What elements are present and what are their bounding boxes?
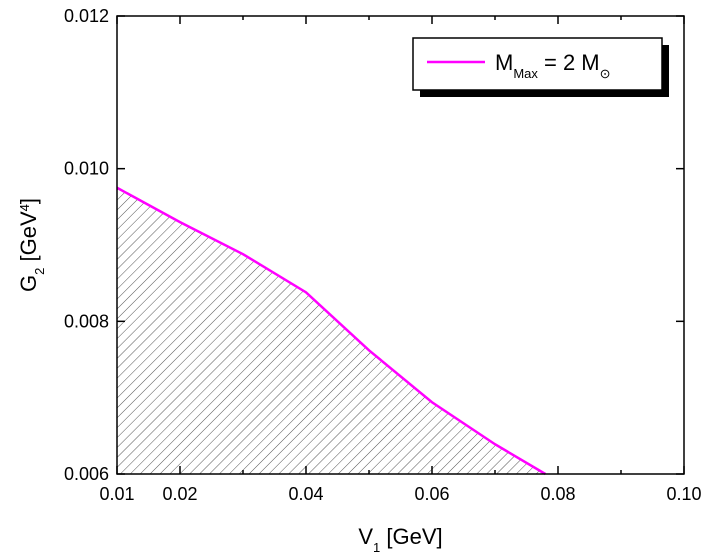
label-part: = 2 M xyxy=(538,50,600,75)
x-tick-label: 0.10 xyxy=(666,484,701,504)
legend-box xyxy=(412,37,663,91)
x-tick-label: 0.04 xyxy=(288,484,323,504)
label-part: [GeV xyxy=(16,211,41,268)
y-tick-label: 0.010 xyxy=(64,159,109,179)
label-part: G xyxy=(16,275,41,292)
y-axis-label: G2 [GeV4] xyxy=(16,198,47,292)
y-tick-label: 0.006 xyxy=(64,464,109,484)
y-tick-label: 0.008 xyxy=(64,311,109,331)
label-part: [GeV] xyxy=(380,524,442,549)
x-tick-label: 0.08 xyxy=(540,484,575,504)
label-part: V xyxy=(358,524,373,549)
legend-label: MMax = 2 M⊙ xyxy=(495,50,611,81)
label-part: 4 xyxy=(17,204,32,211)
label-part: ⊙ xyxy=(600,66,611,81)
label-part: Max xyxy=(513,66,538,81)
line xyxy=(116,186,547,476)
label-part: M xyxy=(495,50,513,75)
x-tick-label: 0.01 xyxy=(99,484,134,504)
plot-frame xyxy=(116,15,685,475)
x-axis-label: V1 [GeV] xyxy=(358,524,442,555)
hatched-area xyxy=(117,187,546,474)
label-part: ] xyxy=(16,198,41,204)
x-tick-label: 0.06 xyxy=(414,484,449,504)
x-tick-label: 0.02 xyxy=(162,484,197,504)
y-tick-label: 0.012 xyxy=(64,6,109,26)
label-part: 1 xyxy=(373,540,380,555)
label-part: 2 xyxy=(32,268,47,275)
